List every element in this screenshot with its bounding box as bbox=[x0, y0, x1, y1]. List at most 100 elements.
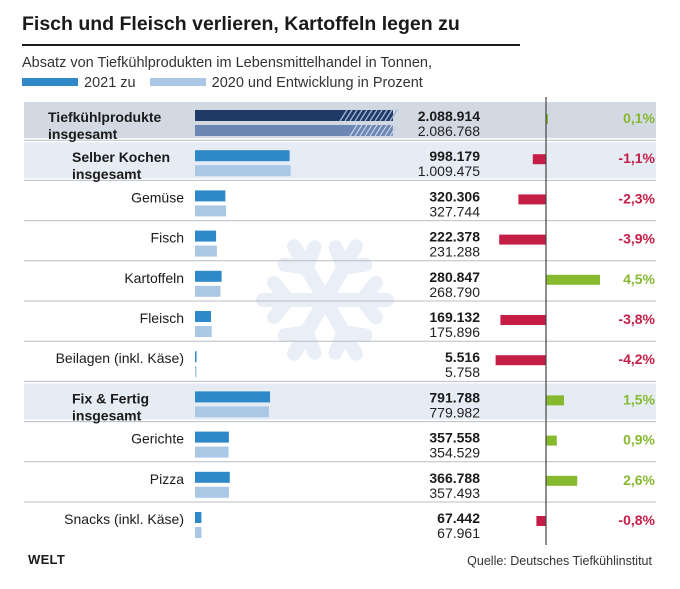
bar-2020 bbox=[195, 406, 269, 418]
change-label: -4,2% bbox=[618, 351, 655, 367]
chart-title: Fisch und Fleisch verlieren, Kartoffeln … bbox=[22, 13, 460, 35]
row-label: Beilagen (inkl. Käse) bbox=[56, 350, 184, 366]
legend-swatch-2020 bbox=[149, 78, 206, 87]
row-label: Kartoffeln bbox=[124, 270, 184, 286]
bar-hatch bbox=[359, 109, 368, 122]
change-label: 0,1% bbox=[623, 110, 655, 126]
bar-hatch bbox=[384, 124, 393, 137]
value-2020: 231.288 bbox=[429, 244, 480, 260]
change-label: 0,9% bbox=[623, 432, 655, 448]
change-label: -1,1% bbox=[618, 150, 655, 166]
bar-2021 bbox=[195, 471, 230, 483]
bar-2020 bbox=[195, 285, 221, 297]
row-highlight bbox=[24, 142, 656, 179]
row-label: insgesamt bbox=[72, 166, 142, 182]
bar-2020 bbox=[195, 527, 202, 538]
legend-label-2020: 2020 und Entwicklung in Prozent bbox=[211, 75, 423, 92]
value-2020: 779.982 bbox=[429, 404, 480, 420]
row-label: Fleisch bbox=[140, 310, 184, 326]
row-label: Pizza bbox=[150, 471, 184, 487]
legend-swatch-2021 bbox=[22, 78, 78, 87]
bar-2021 bbox=[195, 512, 202, 523]
bar-2020 bbox=[195, 366, 197, 378]
change-bar-positive bbox=[546, 475, 578, 486]
bar-2020 bbox=[195, 446, 229, 458]
welt-logo: WELT bbox=[28, 552, 66, 567]
value-2021: 222.378 bbox=[429, 229, 480, 245]
value-2021: 791.788 bbox=[429, 389, 480, 405]
change-bar-negative bbox=[499, 234, 546, 245]
bar-hatch bbox=[359, 124, 368, 137]
change-label: -2,3% bbox=[618, 190, 655, 206]
bar-2020 bbox=[195, 125, 393, 136]
bar-hatch bbox=[344, 109, 353, 122]
bar-hatch bbox=[379, 109, 388, 122]
bar-2021 bbox=[195, 110, 393, 121]
bar-hatch bbox=[339, 109, 348, 122]
row-label: Snacks (inkl. Käse) bbox=[64, 511, 184, 527]
chart-subtitle: Absatz von Tiefkühlprodukten im Lebensmi… bbox=[22, 55, 433, 71]
change-bar-negative bbox=[495, 355, 546, 366]
change-label: -3,8% bbox=[618, 311, 655, 327]
row-label: insgesamt bbox=[72, 407, 142, 423]
row-label: Fisch bbox=[151, 230, 184, 246]
bar-2021 bbox=[195, 190, 226, 202]
bar-hatch bbox=[374, 124, 383, 137]
value-2020: 175.896 bbox=[429, 324, 480, 340]
bar-2021 bbox=[195, 230, 217, 242]
value-2021: 998.179 bbox=[429, 148, 480, 164]
value-2021: 366.788 bbox=[429, 470, 480, 486]
bar-hatch bbox=[389, 109, 398, 122]
value-2021: 169.132 bbox=[429, 309, 480, 325]
value-2021: 320.306 bbox=[429, 188, 480, 204]
bar-2021 bbox=[195, 391, 271, 403]
change-bar-negative bbox=[518, 194, 546, 205]
source-note: Quelle: Deutsches Tiefkühlinstitut bbox=[467, 554, 652, 568]
change-bar-negative bbox=[500, 315, 546, 325]
change-bar-positive bbox=[546, 274, 600, 285]
row-label: Fix & Fertig bbox=[72, 390, 149, 406]
change-bar-positive bbox=[546, 395, 564, 406]
row-label: Gerichte bbox=[131, 431, 184, 447]
bar-2021 bbox=[195, 150, 290, 162]
value-2021: 357.558 bbox=[429, 430, 480, 446]
title-rule bbox=[22, 44, 520, 46]
bar-2021 bbox=[195, 351, 197, 363]
change-label: -3,9% bbox=[618, 231, 655, 247]
bar-2020 bbox=[195, 245, 217, 257]
snowflake-icon bbox=[256, 239, 394, 361]
bar-2021 bbox=[195, 431, 229, 443]
value-2020: 67.961 bbox=[437, 525, 480, 541]
bar-2020 bbox=[195, 486, 229, 498]
bar-hatch bbox=[364, 109, 373, 122]
value-2020: 2.086.768 bbox=[418, 123, 480, 139]
row-label: insgesamt bbox=[48, 126, 118, 142]
bar-hatch bbox=[364, 124, 373, 137]
bar-hatch bbox=[369, 124, 378, 137]
bar-hatch bbox=[354, 109, 363, 122]
bar-hatch bbox=[379, 124, 388, 137]
change-label: -0,8% bbox=[618, 512, 655, 528]
legend: 2021 zu 2020 und Entwicklung in Prozent bbox=[22, 75, 423, 97]
value-2021: 5.516 bbox=[445, 349, 480, 365]
bar-hatch bbox=[349, 124, 358, 137]
bar-2020 bbox=[195, 205, 227, 217]
change-bar-negative bbox=[532, 154, 546, 165]
bar-hatch bbox=[384, 109, 393, 122]
value-2020: 327.744 bbox=[429, 203, 480, 219]
bar-hatch bbox=[374, 109, 383, 122]
change-label: 2,6% bbox=[623, 472, 655, 488]
bar-hatch bbox=[349, 109, 358, 122]
bar-hatch bbox=[354, 124, 363, 137]
bar-hatch bbox=[369, 109, 378, 122]
legend-label-2021: 2021 zu bbox=[84, 75, 136, 92]
value-2020: 5.758 bbox=[445, 364, 480, 380]
value-2020: 357.493 bbox=[429, 485, 480, 501]
value-2021: 67.442 bbox=[437, 510, 480, 526]
bar-2020 bbox=[195, 165, 291, 177]
value-2020: 1.009.475 bbox=[418, 163, 480, 179]
bar-2021 bbox=[195, 311, 212, 322]
row-label: Selber Kochen bbox=[72, 149, 170, 165]
row-label: Gemüse bbox=[131, 189, 184, 205]
